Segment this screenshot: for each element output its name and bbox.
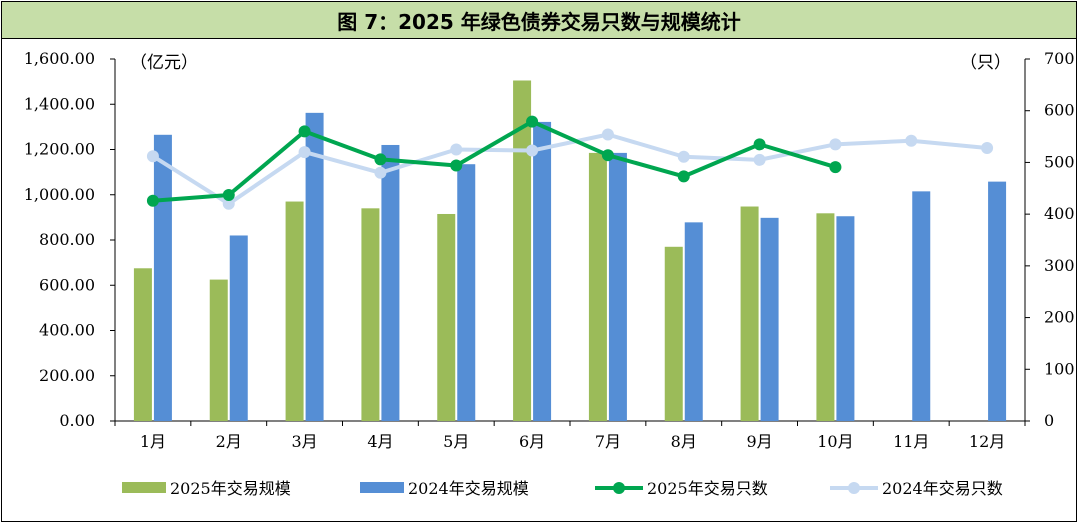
legend-2025-count-label: 2025年交易只数 xyxy=(647,479,768,498)
point-2025-count xyxy=(298,125,311,138)
point-2024-count xyxy=(146,150,159,163)
bar-2024-volume xyxy=(153,134,172,421)
point-2025-count xyxy=(601,149,614,162)
x-tick-label: 10月 xyxy=(817,432,853,451)
x-tick-label: 12月 xyxy=(969,432,1005,451)
bar-2025-volume xyxy=(513,80,532,422)
bar-2024-volume xyxy=(533,121,552,422)
right-tick-label: 700 xyxy=(1044,49,1075,68)
bar-2025-volume xyxy=(361,208,380,421)
bar-2024-volume xyxy=(912,191,931,421)
bar-2025-volume xyxy=(740,206,759,421)
point-2024-count xyxy=(222,197,235,210)
left-tick-label: 200.00 xyxy=(39,366,95,385)
point-2024-count xyxy=(526,144,539,157)
left-axis-unit: （亿元） xyxy=(130,53,198,73)
line-2024-count xyxy=(151,132,988,206)
legend-2025-volume-label: 2025年交易规模 xyxy=(170,479,291,498)
legend-2024-count-marker xyxy=(848,482,860,494)
bar-2025-volume xyxy=(664,246,683,421)
bar-2024-volume xyxy=(760,217,779,421)
point-2025-count xyxy=(222,189,235,202)
left-tick-label: 1,000.00 xyxy=(24,185,95,204)
point-2024-count xyxy=(981,141,994,154)
bar-2025-volume xyxy=(209,279,228,421)
legend-2024-count-label: 2024年交易只数 xyxy=(882,479,1003,498)
x-tick-label: 3月 xyxy=(291,432,317,451)
bar-2025-volume xyxy=(437,213,456,421)
right-tick-label: 300 xyxy=(1044,256,1075,275)
right-tick-label: 500 xyxy=(1044,152,1075,171)
left-tick-label: 1,200.00 xyxy=(24,140,95,159)
bar-2024-volume xyxy=(988,181,1007,421)
point-2025-count xyxy=(677,170,690,183)
left-tick-label: 600.00 xyxy=(39,275,95,294)
point-2024-count xyxy=(298,146,311,159)
left-tick-label: 1,400.00 xyxy=(24,94,95,113)
legend-2024-volume-swatch xyxy=(360,482,404,493)
x-tick-label: 4月 xyxy=(367,432,393,451)
point-2024-count xyxy=(829,138,842,151)
point-2025-count xyxy=(526,115,539,128)
x-tick-label: 9月 xyxy=(746,432,772,451)
point-2025-count xyxy=(374,153,387,166)
left-tick-label: 0.00 xyxy=(59,411,95,430)
left-tick-label: 1,600.00 xyxy=(24,49,95,68)
x-tick-label: 2月 xyxy=(216,432,242,451)
bar-2025-volume xyxy=(588,152,607,422)
point-2024-count xyxy=(601,128,614,141)
x-tick-label: 1月 xyxy=(140,432,166,451)
legend-2025-count-marker xyxy=(613,482,625,494)
right-tick-label: 600 xyxy=(1044,101,1075,120)
point-2024-count xyxy=(753,153,766,166)
bar-2025-volume xyxy=(816,213,835,421)
right-tick-label: 100 xyxy=(1044,359,1075,378)
bar-2025-volume xyxy=(285,201,304,421)
line-2025-count xyxy=(152,119,836,203)
x-tick-label: 11月 xyxy=(893,432,929,451)
point-2025-count xyxy=(829,161,842,174)
point-2024-count xyxy=(677,150,690,163)
point-2024-count xyxy=(905,134,918,147)
right-tick-label: 0 xyxy=(1044,411,1054,430)
point-2024-count xyxy=(374,166,387,179)
legend-2024-volume-label: 2024年交易规模 xyxy=(408,479,529,498)
point-2024-count xyxy=(450,143,463,156)
x-tick-label: 7月 xyxy=(595,432,621,451)
point-2025-count xyxy=(450,159,463,172)
bar-2024-volume xyxy=(836,216,855,421)
right-tick-label: 400 xyxy=(1044,204,1075,223)
bar-2024-volume xyxy=(457,164,476,422)
x-tick-label: 6月 xyxy=(519,432,545,451)
legend-2025-volume-swatch xyxy=(122,482,166,493)
bar-2024-volume xyxy=(305,112,324,421)
point-2025-count xyxy=(753,138,766,151)
chart-title: 图 7：2025 年绿色债券交易只数与规模统计 xyxy=(2,2,1076,39)
left-tick-label: 800.00 xyxy=(39,230,95,249)
bar-2024-volume xyxy=(608,152,627,422)
right-tick-label: 200 xyxy=(1044,308,1075,327)
left-tick-label: 400.00 xyxy=(39,321,95,340)
x-tick-label: 8月 xyxy=(671,432,697,451)
x-tick-label: 5月 xyxy=(443,432,469,451)
point-2025-count xyxy=(146,194,159,207)
bar-2024-volume xyxy=(381,144,400,421)
bar-2024-volume xyxy=(684,222,703,421)
bar-2025-volume xyxy=(133,268,152,421)
right-axis-unit: （只） xyxy=(960,53,1011,73)
bar-2024-volume xyxy=(229,235,248,421)
